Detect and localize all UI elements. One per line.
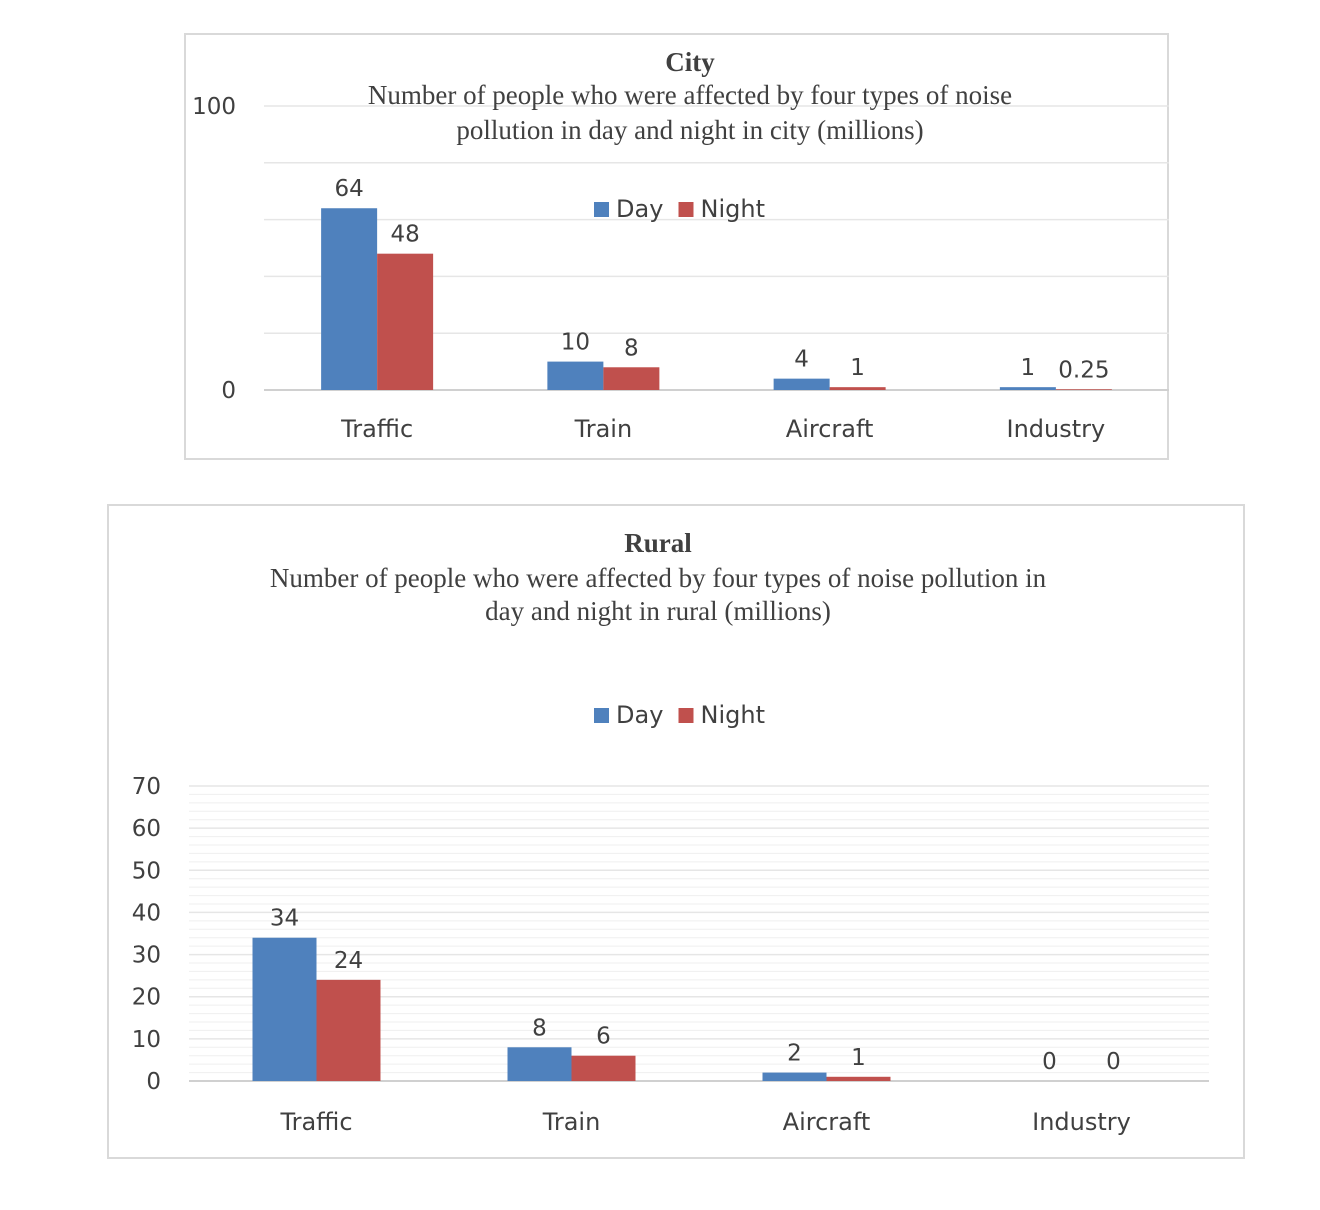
- y-tick-label: 100: [192, 94, 236, 120]
- y-tick-label: 0: [146, 1069, 161, 1095]
- legend-label-day: Day: [616, 701, 663, 729]
- bar-day-industry: [999, 387, 1056, 390]
- legend-swatch-night: [678, 202, 694, 217]
- chart-subtitle-line: Number of people who were affected by fo…: [368, 80, 1012, 110]
- data-label-day-train: 10: [561, 330, 590, 356]
- data-label-night-industry: 0.25: [1058, 357, 1109, 383]
- y-tick-label: 30: [132, 943, 161, 969]
- data-label-night-aircraft: 1: [850, 355, 865, 381]
- bar-night-industry: [1055, 389, 1112, 390]
- bar-day-traffic: [321, 208, 378, 390]
- y-tick-label: 60: [132, 816, 161, 842]
- rural-chart-panel: 0 10 20 30 40 50 60 70 Rural Number of people who…: [107, 504, 1245, 1159]
- data-label-day-industry: 1: [1021, 355, 1036, 381]
- data-label-day-aircraft: 4: [794, 347, 809, 373]
- data-label-night-train: 8: [624, 335, 639, 361]
- bar-night-aircraft: [826, 1076, 891, 1081]
- legend-swatch-night: [678, 708, 694, 723]
- x-category-label: Traffic: [340, 415, 413, 443]
- bar-night-train: [571, 1055, 636, 1081]
- legend-label-night: Night: [701, 701, 765, 729]
- bar-night-aircraft: [829, 387, 886, 390]
- data-label-day-industry: 0: [1042, 1049, 1057, 1075]
- bar-day-train: [547, 361, 604, 390]
- bar-night-traffic: [377, 253, 434, 390]
- bar-night-traffic: [316, 979, 381, 1081]
- y-tick-label: 20: [132, 985, 161, 1011]
- chart-subtitle-line: pollution in day and night in city (mill…: [456, 115, 923, 145]
- y-tick-label: 50: [132, 858, 161, 884]
- x-category-label: Train: [574, 415, 633, 443]
- data-label-day-traffic: 64: [334, 176, 363, 202]
- chart-subtitle-line: day and night in rural (millions): [485, 596, 831, 626]
- x-category-label: Train: [542, 1108, 601, 1136]
- legend-label-night: Night: [701, 195, 765, 223]
- x-category-label: Traffic: [279, 1108, 352, 1136]
- data-label-night-aircraft: 1: [851, 1045, 866, 1071]
- y-tick-label: 0: [221, 378, 236, 404]
- bar-day-aircraft: [773, 378, 830, 390]
- bar-day-train: [507, 1047, 572, 1081]
- x-category-label: Aircraft: [783, 1108, 871, 1136]
- legend-swatch-day: [594, 202, 609, 217]
- y-tick-label: 70: [132, 774, 161, 800]
- legend-label-day: Day: [616, 195, 663, 223]
- bar-day-aircraft: [762, 1072, 827, 1081]
- x-category-label: Industry: [1032, 1108, 1131, 1136]
- data-label-night-traffic: 48: [390, 222, 419, 248]
- y-tick-label: 40: [132, 900, 161, 926]
- data-label-night-train: 6: [596, 1024, 611, 1050]
- x-category-label: Aircraft: [786, 415, 874, 443]
- chart-title: Rural: [624, 528, 692, 558]
- y-tick-label: 10: [132, 1027, 161, 1053]
- legend-swatch-day: [594, 708, 609, 723]
- data-label-night-industry: 0: [1106, 1049, 1121, 1075]
- data-label-day-aircraft: 2: [787, 1041, 802, 1067]
- data-label-day-train: 8: [532, 1015, 547, 1041]
- chart-title: City: [665, 47, 715, 77]
- data-label-night-traffic: 24: [334, 948, 363, 974]
- bar-night-train: [603, 367, 660, 390]
- data-label-day-traffic: 34: [270, 906, 299, 932]
- bar-day-traffic: [252, 937, 317, 1081]
- city-chart-panel: 0 100 City Number of people who were affect…: [184, 33, 1169, 460]
- chart-subtitle-line: Number of people who were affected by fo…: [270, 563, 1047, 593]
- x-category-label: Industry: [1007, 415, 1106, 443]
